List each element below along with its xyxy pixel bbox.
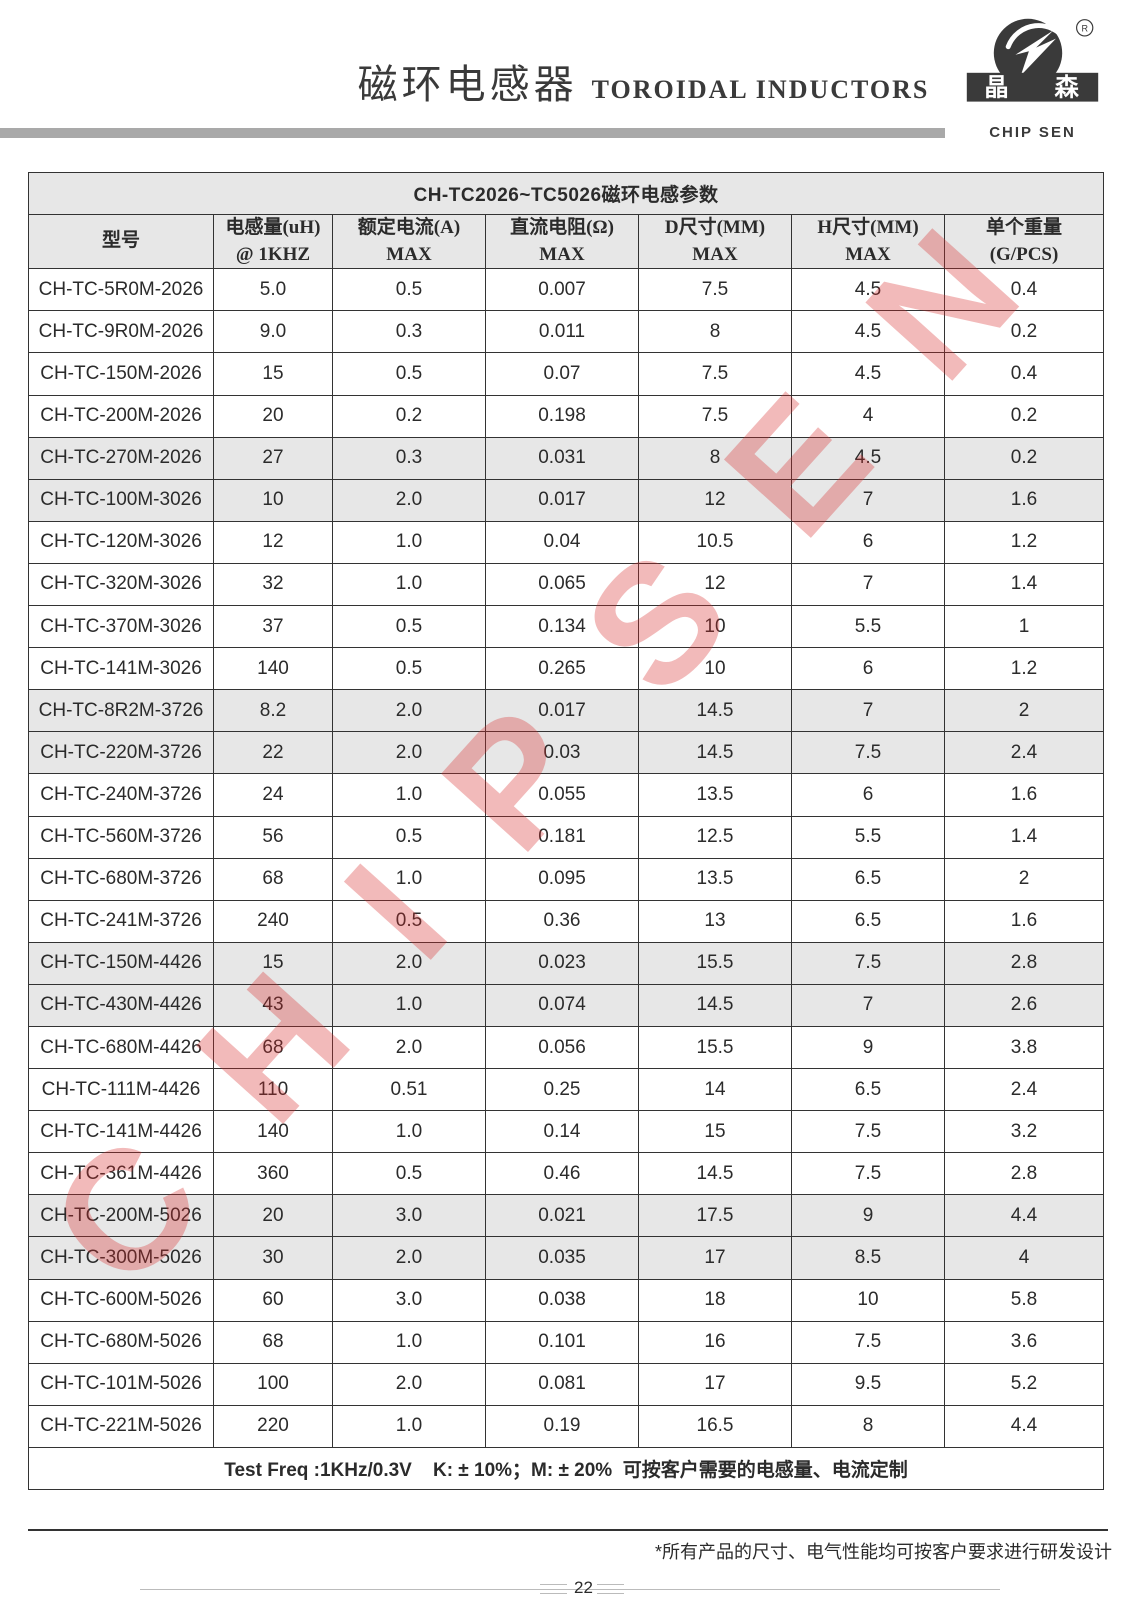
svg-text:晶: 晶 — [984, 74, 1008, 101]
svg-text:森: 森 — [1055, 74, 1080, 101]
svg-text:R: R — [1081, 23, 1088, 33]
